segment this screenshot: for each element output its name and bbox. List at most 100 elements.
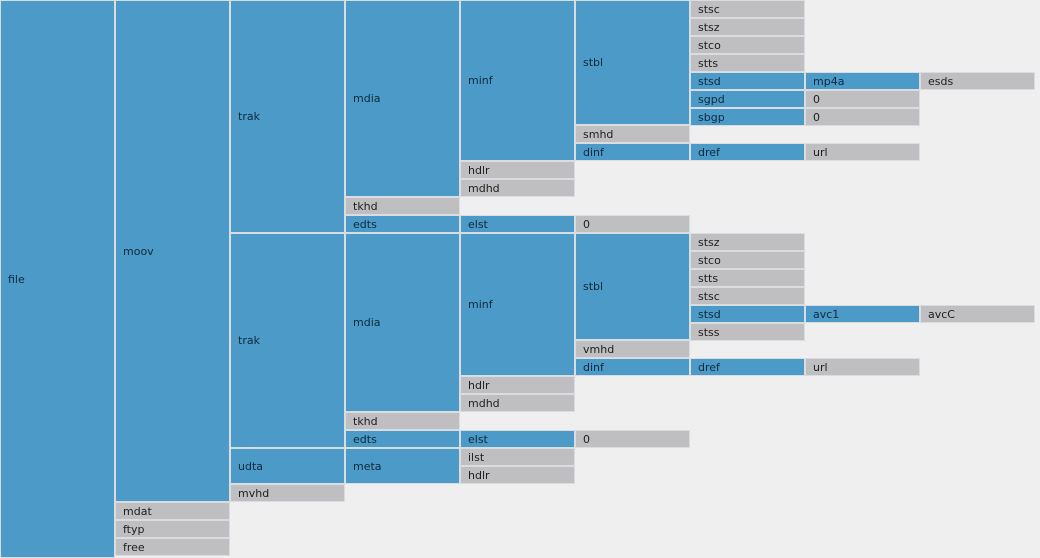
box-label: 0	[813, 110, 820, 124]
box-mdhd2: mdhd	[460, 394, 575, 412]
box-mdia2: mdia	[345, 233, 460, 412]
box-tkhd2: tkhd	[345, 412, 460, 430]
box-label: elst	[468, 432, 488, 446]
box-label: stbl	[583, 56, 604, 69]
box-stsd1: stsd	[690, 72, 805, 90]
box-mdhd1: mdhd	[460, 179, 575, 197]
box-label: stsz	[698, 20, 720, 34]
box-label: trak	[238, 110, 260, 123]
box-stco1: stco	[690, 36, 805, 54]
box-avc1: avc1	[805, 305, 920, 323]
box-label: smhd	[583, 127, 614, 141]
box-label: stts	[698, 56, 719, 70]
box-mp4a: mp4a	[805, 72, 920, 90]
box-label: ftyp	[123, 522, 145, 536]
box-label: url	[813, 145, 828, 159]
box-label: hdlr	[468, 468, 490, 482]
box-label: dinf	[583, 360, 604, 374]
box-sbgpval: 0	[805, 108, 920, 126]
box-label: stsd	[698, 74, 721, 88]
box-mvhd: mvhd	[230, 484, 345, 502]
box-stss: stss	[690, 323, 805, 341]
box-label: mp4a	[813, 74, 845, 88]
box-label: mdat	[123, 504, 152, 518]
box-stbl1: stbl	[575, 0, 690, 125]
box-label: tkhd	[353, 414, 378, 428]
box-free: free	[115, 538, 230, 556]
box-elst2: elst	[460, 430, 575, 448]
box-label: sbgp	[698, 110, 725, 124]
box-stsd2: stsd	[690, 305, 805, 323]
box-meta: meta	[345, 448, 460, 484]
box-elst2val: 0	[575, 430, 690, 448]
box-label: stsc	[698, 2, 720, 16]
box-trak2: trak	[230, 233, 345, 448]
box-label: 0	[583, 217, 590, 231]
box-stsz2: stsz	[690, 233, 805, 251]
box-label: edts	[353, 432, 377, 446]
box-label: tkhd	[353, 199, 378, 213]
box-vmhd: vmhd	[575, 340, 690, 358]
box-label: dref	[698, 360, 720, 374]
box-label: hdlr	[468, 378, 490, 392]
box-esds: esds	[920, 72, 1035, 90]
box-label: elst	[468, 217, 488, 231]
box-label: free	[123, 540, 145, 554]
box-stts2: stts	[690, 269, 805, 287]
box-label: minf	[468, 298, 493, 311]
box-hdlr3: hdlr	[460, 466, 575, 484]
box-label: udta	[238, 459, 264, 473]
box-label: stbl	[583, 280, 604, 293]
box-tkhd1: tkhd	[345, 197, 460, 215]
box-label: esds	[928, 74, 954, 88]
box-label: stco	[698, 38, 721, 52]
box-ftyp: ftyp	[115, 520, 230, 538]
box-udta: udta	[230, 448, 345, 484]
box-edts1: edts	[345, 215, 460, 233]
box-label: stsc	[698, 289, 720, 303]
box-trak1: trak	[230, 0, 345, 233]
box-label: mdia	[353, 316, 381, 329]
box-sgpd: sgpd	[690, 90, 805, 108]
box-label: vmhd	[583, 342, 615, 356]
box-label: minf	[468, 74, 493, 87]
box-stts1: stts	[690, 54, 805, 72]
box-label: dref	[698, 145, 720, 159]
box-label: hdlr	[468, 163, 490, 177]
box-label: url	[813, 360, 828, 374]
box-hdlr1: hdlr	[460, 161, 575, 179]
box-label: mdhd	[468, 396, 500, 410]
box-label: moov	[123, 244, 154, 258]
box-label: mvhd	[238, 486, 270, 500]
box-elst1val: 0	[575, 215, 690, 233]
box-stsc2: stsc	[690, 287, 805, 305]
box-label: ilst	[468, 450, 485, 464]
box-label: dinf	[583, 145, 604, 159]
box-stco2: stco	[690, 251, 805, 269]
box-label: edts	[353, 217, 377, 231]
box-label: trak	[238, 334, 260, 347]
box-label: file	[8, 272, 25, 286]
box-stsc1: stsc	[690, 0, 805, 18]
box-stbl2: stbl	[575, 233, 690, 340]
box-label: sgpd	[698, 92, 725, 106]
box-label: avc1	[813, 307, 840, 321]
box-stsz1: stsz	[690, 18, 805, 36]
box-label: avcC	[928, 307, 955, 321]
box-edts2: edts	[345, 430, 460, 448]
box-mdat: mdat	[115, 502, 230, 520]
box-label: stts	[698, 271, 719, 285]
box-elst1: elst	[460, 215, 575, 233]
box-label: stss	[698, 325, 720, 339]
box-dref2: dref	[690, 358, 805, 376]
box-dinf2: dinf	[575, 358, 690, 376]
box-smhd: smhd	[575, 125, 690, 143]
box-avcC: avcC	[920, 305, 1035, 323]
box-label: stsd	[698, 307, 721, 321]
box-url1: url	[805, 143, 920, 161]
box-dinf1: dinf	[575, 143, 690, 161]
box-label: mdia	[353, 92, 381, 105]
box-label: stco	[698, 253, 721, 267]
box-sgpdval: 0	[805, 90, 920, 108]
